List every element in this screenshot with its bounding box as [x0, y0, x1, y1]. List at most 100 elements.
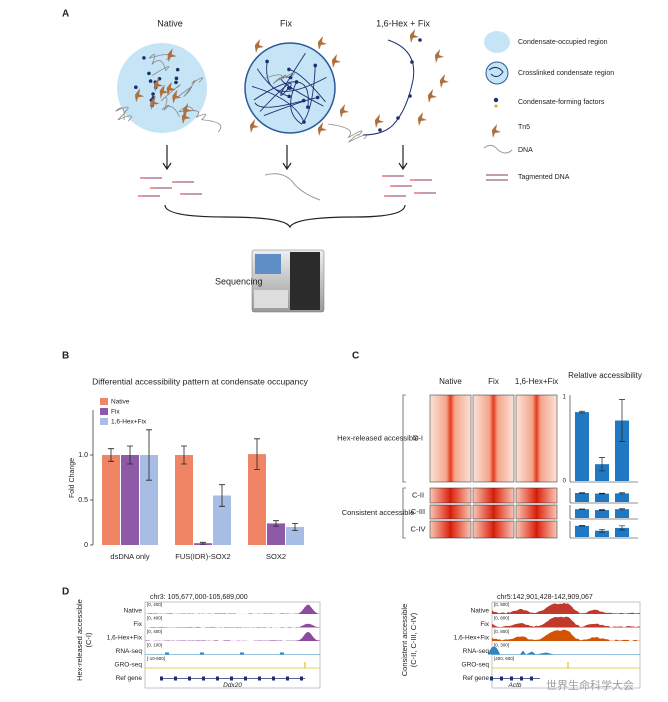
heatmap	[472, 394, 515, 483]
heatmap	[472, 487, 515, 504]
rna-bump	[165, 652, 169, 655]
error-bar	[619, 508, 625, 511]
y-tick-label: 1	[563, 395, 567, 401]
factor	[378, 128, 382, 132]
error-bar	[599, 492, 605, 495]
heatmap	[472, 520, 515, 539]
error-bar	[200, 541, 206, 545]
signal-track	[145, 604, 320, 614]
tn5	[172, 89, 182, 104]
group-label: Consistent accessible	[342, 508, 415, 517]
exon	[272, 676, 275, 681]
panel-label: C	[352, 351, 359, 362]
error-bar	[127, 445, 133, 465]
legend-icon	[488, 66, 504, 78]
condition-label: Native	[157, 18, 183, 28]
rna-bump	[280, 652, 284, 655]
signal-track	[492, 616, 640, 628]
panel-a: A Sequencing Condensate-occupied region C…	[62, 9, 614, 313]
factor	[287, 67, 291, 72]
legend-label: Tagmented DNA	[518, 174, 570, 181]
arrows	[162, 145, 408, 229]
heatmap	[429, 504, 472, 520]
tn5	[135, 88, 145, 103]
legend-icon	[484, 31, 510, 53]
y-axis-label: Fold Change	[69, 458, 76, 498]
legend-icon	[483, 144, 513, 154]
track-scale: [0, 400]	[147, 616, 162, 621]
bar	[595, 464, 609, 481]
legend-label: 1,6-Hex+Fix	[111, 419, 147, 426]
error-bar	[254, 438, 260, 470]
legend-icon	[494, 104, 498, 108]
chart-title: Differential accessibility pattern at co…	[92, 376, 309, 386]
y-tick-label: 0.5	[78, 497, 88, 504]
error-bar	[599, 457, 605, 472]
factor	[142, 56, 146, 60]
y-tick-label: 0	[563, 479, 567, 485]
factor	[286, 86, 291, 90]
legend-label: Condensate-occupied region	[518, 39, 608, 46]
legend-label: DNA	[518, 147, 533, 154]
dna	[328, 123, 368, 143]
column-label: Fix	[488, 377, 499, 386]
bar	[102, 455, 120, 545]
factor	[175, 67, 180, 72]
legend-label: Fix	[111, 409, 120, 416]
bar	[286, 527, 304, 545]
heatmap	[515, 487, 558, 504]
tn5	[150, 95, 160, 110]
legend-swatch	[100, 408, 108, 415]
signal-track	[492, 629, 640, 641]
dna	[160, 84, 181, 117]
exon	[520, 676, 523, 681]
x-tick-label: dsDNA only	[110, 552, 149, 561]
network	[290, 81, 302, 125]
bar	[575, 509, 589, 518]
group-label: Hex-released accessible	[75, 599, 84, 681]
track-label: 1,6-Hex+Fix	[107, 635, 143, 642]
legend-label: Condensate-forming factors	[518, 99, 605, 106]
legend-icon	[493, 97, 499, 103]
exon	[202, 676, 205, 681]
cluster-label: C-IV	[411, 524, 426, 533]
x-tick-label: FUS(IDR)-SOX2	[175, 552, 230, 561]
exon	[258, 676, 261, 681]
bar	[615, 493, 629, 502]
error-bar	[579, 410, 585, 414]
exon	[510, 676, 513, 681]
track-label: Native	[124, 608, 143, 615]
factor	[302, 120, 306, 124]
exon	[216, 676, 219, 681]
track-scale: [-10-600]	[147, 656, 165, 661]
factor	[306, 105, 310, 109]
network	[288, 68, 326, 103]
heatmap	[429, 487, 472, 504]
y-tick-label: 1.0	[78, 452, 88, 459]
rna-bump	[200, 652, 204, 655]
column-label: Native	[439, 377, 462, 386]
error-bar	[219, 484, 225, 507]
dna	[362, 39, 415, 136]
bar	[615, 527, 629, 537]
track-label: RNA-seq	[463, 648, 490, 655]
bar	[267, 523, 285, 545]
cluster-label: C-I	[413, 433, 423, 442]
x-tick-label: SOX2	[266, 552, 286, 561]
cluster-label: C-II	[412, 490, 424, 499]
legend-icon	[492, 124, 501, 138]
bar	[140, 455, 158, 545]
bar	[595, 530, 609, 537]
exon	[300, 676, 303, 681]
bar	[248, 454, 266, 545]
factor	[410, 60, 414, 64]
error-bar	[108, 448, 114, 462]
network	[256, 68, 290, 97]
factor	[408, 94, 412, 98]
error-bar	[599, 509, 605, 511]
panel-label: B	[62, 351, 69, 362]
track-label: 1,6-Hex+Fix	[454, 635, 490, 642]
exon	[188, 676, 191, 681]
bracket	[402, 487, 406, 539]
